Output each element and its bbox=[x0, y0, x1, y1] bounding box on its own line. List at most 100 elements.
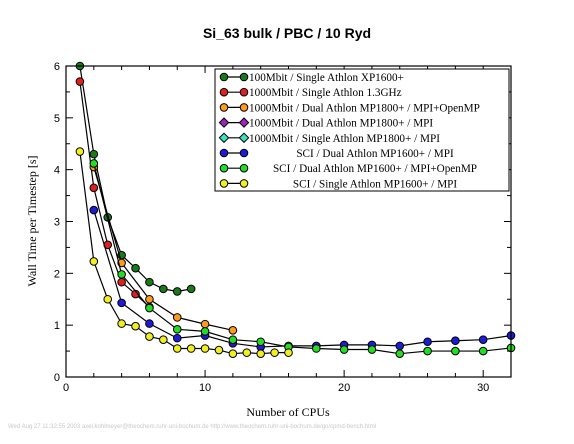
data-point bbox=[159, 335, 168, 344]
data-point bbox=[228, 335, 238, 344]
series-layer bbox=[75, 61, 516, 358]
legend-item: 1000Mbit / Single Athlon 1.3GHz bbox=[219, 87, 402, 99]
data-point bbox=[200, 344, 210, 353]
data-point bbox=[145, 319, 154, 328]
data-point bbox=[89, 159, 99, 168]
series-7 bbox=[89, 159, 516, 358]
data-point bbox=[103, 294, 113, 304]
legend-item: SCI / Single Athlon MP1600+ / MPI bbox=[219, 178, 457, 190]
legend-box bbox=[214, 68, 510, 192]
y-tick-label: 5 bbox=[54, 113, 60, 125]
data-point bbox=[89, 149, 99, 159]
data-point bbox=[159, 284, 168, 294]
legend-marker bbox=[219, 72, 229, 82]
data-point bbox=[89, 257, 99, 266]
data-point bbox=[75, 77, 85, 86]
data-point bbox=[451, 336, 460, 346]
legend-item: SCI / Dual Athlon MP1600+ / MPI bbox=[219, 148, 454, 160]
legend-marker bbox=[238, 132, 250, 144]
legend-marker bbox=[219, 87, 229, 97]
x-tick-label: 30 bbox=[477, 382, 489, 394]
series-line bbox=[93, 166, 234, 331]
legend-item: 1000Mbit / Dual Athlon MP1800+ / MPI bbox=[218, 117, 433, 130]
data-point bbox=[117, 319, 126, 328]
data-point bbox=[256, 337, 265, 347]
data-point bbox=[270, 348, 279, 357]
legend-label: 1000Mbit / Single Athlon 1.3GHz bbox=[249, 87, 402, 99]
y-tick-label: 0 bbox=[54, 372, 60, 384]
chart-title: Si_63 bulk / PBC / 10 Ryd bbox=[203, 25, 371, 41]
legend-label: 1000Mbit / Dual Athlon MP1800+ / MPI bbox=[249, 118, 433, 130]
x-tick-label: 0 bbox=[63, 382, 69, 394]
data-point bbox=[228, 326, 238, 335]
data-point bbox=[367, 345, 377, 354]
legend-marker bbox=[219, 179, 229, 188]
data-point bbox=[75, 147, 85, 156]
data-point bbox=[339, 345, 349, 354]
legend-label: SCI / Dual Athlon MP1600+ / MPI bbox=[296, 148, 454, 160]
data-point bbox=[423, 346, 432, 356]
data-point bbox=[451, 346, 460, 356]
data-point bbox=[131, 321, 140, 331]
y-tick-label: 2 bbox=[54, 268, 60, 280]
legend-marker bbox=[219, 148, 229, 158]
data-point bbox=[214, 345, 224, 355]
data-point bbox=[478, 335, 488, 344]
y-axis-label: Wall Time per Timestep [s] bbox=[25, 155, 39, 286]
data-point bbox=[256, 349, 265, 358]
legend-marker bbox=[239, 148, 249, 158]
y-tick-label: 3 bbox=[54, 217, 60, 229]
series-line bbox=[79, 151, 289, 355]
data-point bbox=[395, 349, 405, 358]
legend-marker bbox=[219, 163, 229, 173]
legend-marker bbox=[239, 103, 249, 112]
x-tick-label: 20 bbox=[338, 382, 350, 394]
x-tick-label: 10 bbox=[199, 382, 211, 394]
data-point bbox=[145, 294, 154, 304]
legend-marker bbox=[239, 72, 249, 82]
data-point bbox=[89, 205, 99, 215]
data-point bbox=[172, 344, 182, 353]
y-tick-label: 4 bbox=[54, 165, 60, 177]
series-line bbox=[93, 163, 512, 355]
data-point bbox=[145, 332, 154, 341]
legend-marker bbox=[218, 117, 230, 128]
data-point bbox=[89, 183, 99, 193]
series-line bbox=[79, 81, 150, 308]
data-point bbox=[200, 327, 210, 336]
data-point bbox=[117, 277, 126, 287]
legend-item: 1000Mbit / Single Athlon MP1800+ / MPI bbox=[218, 132, 440, 145]
series-8 bbox=[75, 147, 293, 358]
series-6 bbox=[89, 205, 516, 352]
legend-marker bbox=[239, 87, 249, 97]
legend-marker bbox=[219, 103, 229, 112]
legend-label: 100Mbit / Single Athlon XP1600+ bbox=[249, 72, 404, 84]
data-point bbox=[172, 287, 182, 296]
data-point bbox=[312, 344, 321, 353]
data-point bbox=[186, 284, 196, 294]
data-point bbox=[172, 313, 182, 322]
legend-label: SCI / Dual Athlon MP1600+ / MPI+OpenMP bbox=[273, 163, 477, 175]
legend-item: SCI / Dual Athlon MP1600+ / MPI+OpenMP bbox=[219, 163, 477, 175]
x-axis-label: Number of CPUs bbox=[246, 405, 330, 419]
legend-marker bbox=[239, 179, 249, 188]
data-point bbox=[131, 263, 140, 273]
data-point bbox=[172, 325, 182, 334]
legend: 100Mbit / Single Athlon XP1600+ 1000Mbit … bbox=[214, 68, 510, 192]
data-point bbox=[478, 346, 488, 356]
data-point bbox=[172, 333, 182, 343]
legend-marker bbox=[239, 163, 249, 173]
y-tick-label: 1 bbox=[54, 320, 60, 332]
legend-label: 1000Mbit / Single Athlon MP1800+ / MPI bbox=[249, 133, 440, 145]
legend-label: SCI / Single Athlon MP1600+ / MPI bbox=[293, 178, 457, 190]
data-point bbox=[131, 289, 140, 299]
data-point bbox=[228, 349, 238, 358]
data-point bbox=[145, 277, 154, 287]
y-tick-label: 6 bbox=[54, 61, 60, 73]
legend-marker bbox=[218, 132, 230, 144]
data-point bbox=[117, 270, 126, 279]
data-point bbox=[186, 344, 196, 353]
data-point bbox=[200, 319, 210, 329]
legend-item: 100Mbit / Single Athlon XP1600+ bbox=[219, 72, 404, 84]
